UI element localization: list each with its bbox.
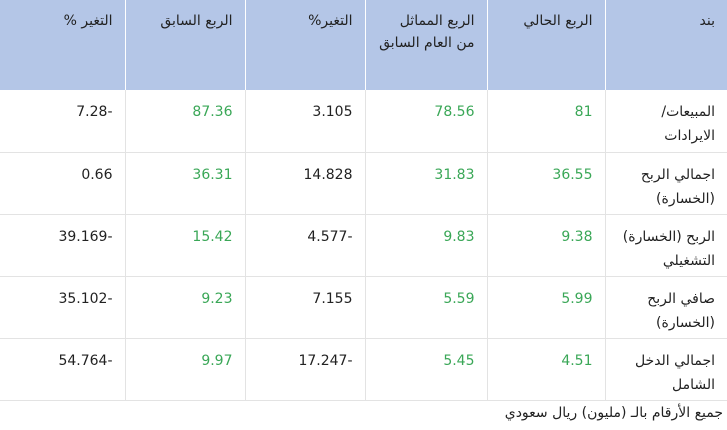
row-label: اجمالي الربح (الخسارة) [604, 152, 727, 215]
table-body: المبيعات/ الايرادات 81 78.56 3.105 87.36 7.28… [0, 90, 727, 401]
page: بند الربع الحالي الربع المماثل من العام ال… [0, 0, 727, 421]
cell-value: 14.828 [244, 152, 365, 215]
cell-value: 4.51 [486, 338, 605, 401]
cell-value: 7.28- [0, 90, 125, 153]
value-text: 39.169- [58, 228, 113, 245]
cell-value: 9.38 [486, 214, 605, 277]
cell-value: 78.56 [364, 90, 487, 153]
value-text: 5.99 [561, 290, 593, 307]
value-text: 78.56 [434, 104, 475, 120]
value-text: 81 [574, 104, 593, 120]
cell-value: 9.97 [124, 338, 245, 401]
value-text: 35.102- [58, 290, 113, 307]
cell-value: 0.66 [0, 152, 125, 215]
value-text: 9.23 [201, 290, 233, 307]
cell-value: 35.102- [0, 276, 125, 339]
cell-value: 17.247- [244, 338, 365, 401]
row-label: صافي الربح (الخسارة) [604, 276, 727, 339]
row-label: المبيعات/ الايرادات [604, 90, 727, 153]
table-row: اجمالي الدخل الشامل 4.51 5.45 17.247- 9.97 54… [0, 338, 727, 401]
cell-value: 7.155 [244, 276, 365, 339]
cell-value: 39.169- [0, 214, 125, 277]
column-header: التغير% [244, 0, 365, 90]
table-row: الربح (الخسارة) التشغيلي 9.38 9.83 4.577- 15… [0, 214, 727, 277]
value-text: 4.51 [561, 352, 593, 369]
value-text: 7.28- [76, 104, 113, 120]
value-text: 36.55 [552, 166, 593, 183]
value-text: 3.105 [312, 104, 353, 120]
value-text: 31.83 [434, 166, 475, 183]
row-label: اجمالي الدخل الشامل [604, 338, 727, 401]
value-text: 17.247- [298, 352, 353, 369]
cell-value: 15.42 [124, 214, 245, 277]
value-text: 7.155 [312, 290, 353, 307]
cell-value: 5.45 [364, 338, 487, 401]
value-text: 36.31 [192, 166, 233, 183]
column-header: الربع الحالي [486, 0, 605, 90]
column-header: بند [604, 0, 727, 90]
column-header: الربع السابق [124, 0, 245, 90]
cell-value: 9.83 [364, 214, 487, 277]
value-text: 5.59 [443, 290, 475, 307]
footer-note: جميع الأرقام بالـ (مليون) ريال سعودي [504, 404, 723, 421]
cell-value: 4.577- [244, 214, 365, 277]
value-text: 9.83 [443, 228, 475, 245]
value-text: 14.828 [303, 166, 353, 183]
cell-value: 54.764- [0, 338, 125, 401]
value-text: 4.577- [307, 228, 353, 245]
cell-value: 31.83 [364, 152, 487, 215]
cell-value: 3.105 [244, 90, 365, 153]
cell-value: 81 [486, 90, 605, 153]
value-text: 9.38 [561, 228, 593, 245]
column-header: الربع المماثل من العام السابق [364, 0, 487, 90]
value-text: 87.36 [192, 104, 233, 120]
table-row: اجمالي الربح (الخسارة) 36.55 31.83 14.828 36… [0, 152, 727, 215]
cell-value: 9.23 [124, 276, 245, 339]
value-text: 9.97 [201, 352, 233, 369]
value-text: 15.42 [192, 228, 233, 245]
value-text: 0.66 [81, 166, 113, 183]
table-row: صافي الربح (الخسارة) 5.99 5.59 7.155 9.23 35.… [0, 276, 727, 339]
value-text: 54.764- [58, 352, 113, 369]
column-header: التغير % [0, 0, 125, 90]
cell-value: 36.31 [124, 152, 245, 215]
cell-value: 87.36 [124, 90, 245, 153]
cell-value: 5.59 [364, 276, 487, 339]
cell-value: 5.99 [486, 276, 605, 339]
row-label: الربح (الخسارة) التشغيلي [604, 214, 727, 277]
header-row: بند الربع الحالي الربع المماثل من العام ال… [0, 0, 727, 90]
table-row: المبيعات/ الايرادات 81 78.56 3.105 87.36 7.28… [0, 90, 727, 153]
value-text: 5.45 [443, 352, 475, 369]
financial-table: بند الربع الحالي الربع المماثل من العام ال… [0, 0, 727, 401]
cell-value: 36.55 [486, 152, 605, 215]
